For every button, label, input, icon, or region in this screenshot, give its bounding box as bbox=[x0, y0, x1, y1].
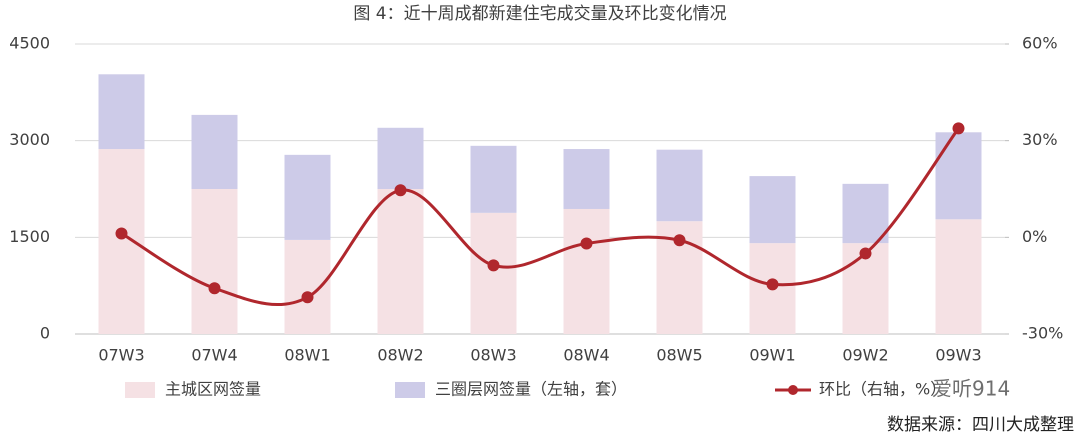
source: 数据来源：四川大成整理 bbox=[887, 415, 1074, 435]
y-tick-label: 3000 bbox=[9, 130, 50, 149]
bar bbox=[749, 176, 796, 244]
x-tick-label: 08W3 bbox=[470, 346, 516, 365]
bar bbox=[842, 183, 889, 244]
chart-title: 图 4：近十周成都新建住宅成交量及环比变化情况 bbox=[353, 4, 726, 24]
bar bbox=[377, 127, 424, 189]
y-tick-label: 1500 bbox=[9, 227, 50, 246]
legend-label: 环比（右轴，%） bbox=[819, 380, 946, 399]
bar bbox=[563, 208, 610, 334]
y2-tick-label: 60% bbox=[1022, 34, 1058, 53]
y2-tick-label: 0% bbox=[1022, 227, 1047, 246]
line-point bbox=[301, 291, 314, 304]
line-point bbox=[859, 247, 872, 260]
line-point bbox=[208, 282, 221, 295]
legend-marker bbox=[788, 385, 798, 395]
bar bbox=[377, 189, 424, 334]
bar bbox=[935, 132, 982, 220]
x-tick-label: 07W4 bbox=[191, 346, 237, 365]
bar bbox=[284, 154, 331, 240]
bar bbox=[191, 189, 238, 334]
bar bbox=[98, 149, 145, 334]
line-point bbox=[394, 184, 407, 197]
x-tick-label: 08W1 bbox=[284, 346, 330, 365]
bar bbox=[191, 114, 238, 189]
bar bbox=[563, 149, 610, 209]
line-point bbox=[487, 259, 500, 272]
legend-label: 主城区网签量 bbox=[165, 380, 261, 399]
x-tick-label: 08W4 bbox=[563, 346, 609, 365]
legend-label: 三圈层网签量（左轴，套） bbox=[435, 380, 627, 399]
y-tick-label: 4500 bbox=[9, 34, 50, 53]
bar bbox=[98, 74, 145, 150]
legend-swatch bbox=[125, 382, 155, 398]
y2-tick-label: -30% bbox=[1022, 324, 1063, 343]
x-tick-label: 07W3 bbox=[98, 346, 144, 365]
y2-tick-label: 30% bbox=[1022, 130, 1058, 149]
x-tick-label: 09W3 bbox=[935, 346, 981, 365]
x-tick-label: 08W5 bbox=[656, 346, 702, 365]
bar bbox=[656, 149, 703, 222]
line bbox=[120, 127, 960, 306]
x-tick-label: 09W2 bbox=[842, 346, 888, 365]
line-point bbox=[115, 227, 128, 240]
bar bbox=[284, 239, 331, 334]
y-tick-label: 0 bbox=[40, 324, 50, 343]
legend-swatch bbox=[395, 382, 425, 398]
watermark: 爱听914 bbox=[932, 377, 1010, 401]
bar bbox=[470, 145, 517, 213]
line-point bbox=[673, 234, 686, 247]
bar bbox=[935, 219, 982, 334]
line-point bbox=[580, 237, 593, 250]
line-point bbox=[766, 278, 779, 291]
bar bbox=[470, 212, 517, 334]
line-point bbox=[952, 122, 965, 135]
x-tick-label: 08W2 bbox=[377, 346, 423, 365]
x-tick-label: 09W1 bbox=[749, 346, 795, 365]
